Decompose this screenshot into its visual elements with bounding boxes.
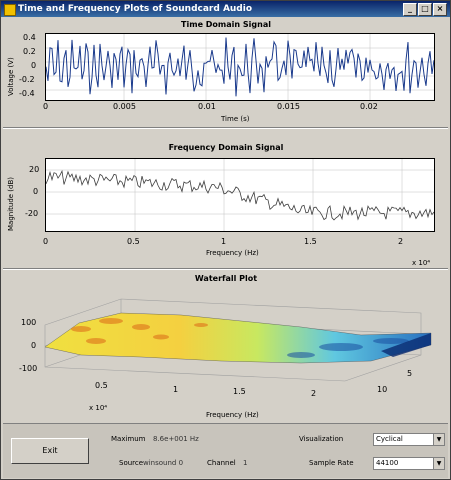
frequency-xlabel: Frequency (Hz) (206, 249, 259, 257)
time-plot-svg (45, 34, 435, 100)
app-icon (4, 4, 16, 16)
maximum-label: Maximum (111, 435, 146, 443)
waterfall-exponent: x 10⁴ (89, 404, 108, 412)
frequency-ylabel: Magnitude (dB) (7, 176, 15, 231)
chevron-down-icon[interactable]: ▼ (433, 434, 444, 445)
time-xtick: 0.02 (360, 102, 378, 111)
waterfall-xtick: 0.5 (95, 381, 108, 390)
frequency-xtick: 0.5 (127, 237, 140, 246)
frequency-xtick: 1 (221, 237, 227, 246)
time-xlabel: Time (s) (221, 115, 250, 123)
channel-value: 1 (243, 459, 248, 467)
frequency-xtick: 2 (398, 237, 404, 246)
waterfall-plot[interactable] (1, 285, 450, 417)
time-ytick: 0.4 (23, 33, 36, 42)
frequency-plot-title: Frequency Domain Signal (168, 143, 284, 152)
exit-button[interactable]: Exit (11, 438, 89, 464)
visualization-label: Visualization (299, 435, 344, 443)
waterfall-xtick: 1.5 (233, 387, 246, 396)
waterfall-troughs (287, 338, 409, 358)
waterfall-edge (381, 333, 431, 357)
time-grid (46, 34, 434, 100)
time-plot-axes[interactable] (45, 33, 435, 101)
sample-rate-label: Sample Rate (309, 459, 354, 467)
frequency-plot-svg (45, 159, 435, 231)
frequency-plot-axes[interactable] (45, 158, 435, 232)
waterfall-ztick: -100 (19, 364, 38, 373)
waterfall-xtick: 2 (311, 389, 317, 398)
visualization-select-value: Cyclical (376, 435, 403, 443)
waterfall-xlabel: Frequency (Hz) (206, 411, 259, 419)
time-ytick: 0 (31, 61, 37, 70)
frequency-xtick: 0 (43, 237, 49, 246)
time-ytick: -0.4 (19, 89, 35, 98)
chevron-down-icon[interactable]: ▼ (433, 458, 444, 469)
frequency-ytick: 20 (29, 165, 40, 174)
window-title: Time and Frequency Plots of Soundcard Au… (18, 4, 253, 14)
frequency-exponent: x 10⁴ (412, 259, 431, 267)
frequency-ytick: -20 (25, 209, 39, 218)
maximize-button[interactable]: □ (418, 3, 432, 16)
waterfall-plot-title: Waterfall Plot (194, 274, 258, 283)
time-plot-title: Time Domain Signal (181, 20, 271, 29)
waterfall-ztick: 0 (31, 341, 37, 350)
time-ytick: 0.2 (23, 47, 36, 56)
divider (3, 268, 448, 270)
time-xtick: 0 (43, 102, 49, 111)
waterfall-ytick: 5 (407, 369, 413, 378)
time-signal-line (45, 37, 435, 97)
waterfall-ztick: 100 (21, 318, 37, 327)
time-xtick: 0.005 (113, 102, 136, 111)
sample-rate-select-value: 44100 (376, 459, 399, 467)
control-panel: Exit Maximum 8.6e+001 Hz Source winsound… (3, 423, 448, 478)
waterfall-xtick: 1 (173, 385, 179, 394)
minimize-button[interactable]: _ (403, 3, 417, 16)
source-value: winsound 0 (143, 459, 184, 467)
time-ytick: -0.2 (19, 75, 35, 84)
time-xtick: 0.015 (277, 102, 300, 111)
divider (3, 127, 448, 129)
waterfall-peaks (71, 318, 208, 344)
visualization-select[interactable]: Cyclical ▼ (373, 433, 445, 446)
sample-rate-select[interactable]: 44100 ▼ (373, 457, 445, 470)
frequency-xtick: 1.5 (304, 237, 317, 246)
frequency-spectrum-line (45, 169, 435, 221)
maximum-value: 8.6e+001 Hz (153, 435, 199, 443)
channel-label: Channel (207, 459, 236, 467)
title-bar: Time and Frequency Plots of Soundcard Au… (1, 1, 450, 17)
time-xtick: 0.01 (198, 102, 216, 111)
close-button[interactable]: × (433, 3, 447, 16)
frequency-grid (46, 159, 434, 231)
source-label: Source (119, 459, 144, 467)
frequency-ytick: 0 (33, 187, 39, 196)
waterfall-ytick: 10 (377, 385, 388, 394)
time-ylabel: Voltage (V) (7, 57, 15, 96)
